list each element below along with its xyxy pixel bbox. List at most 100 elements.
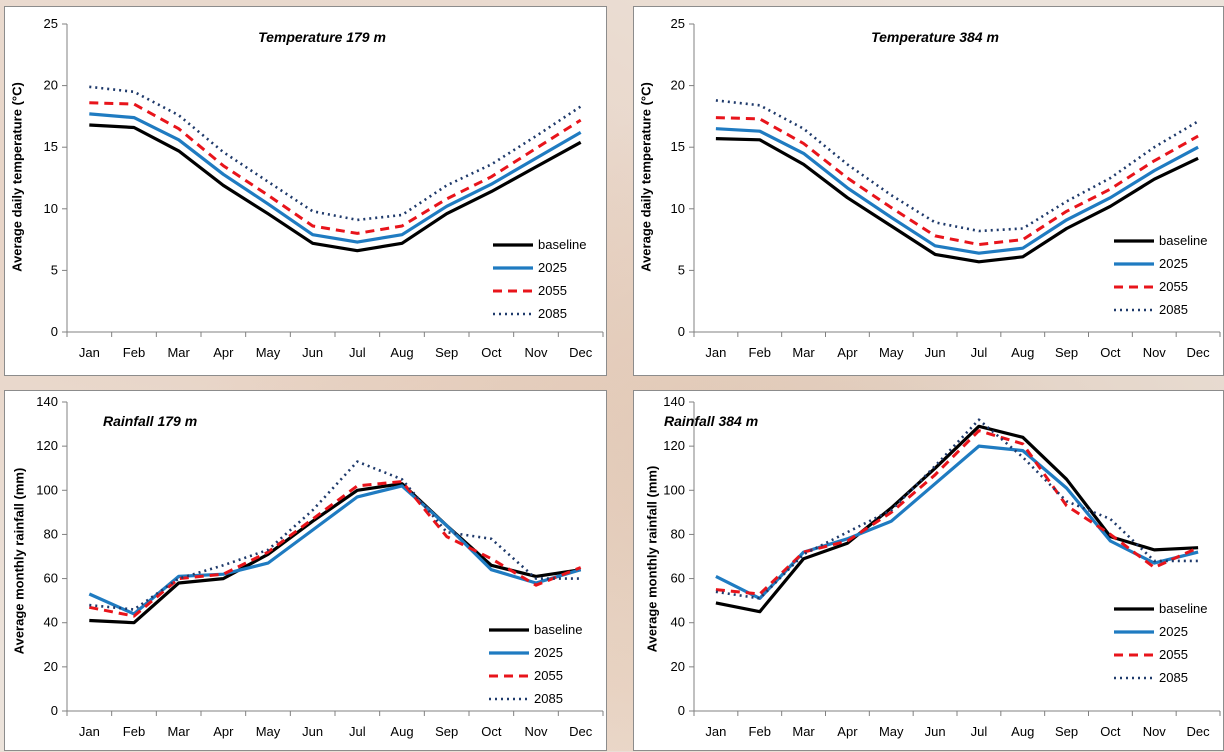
y-tick-label: 80 (671, 526, 685, 541)
x-tick-label: Apr (213, 724, 234, 739)
y-tick-label: 40 (44, 615, 58, 630)
x-tick-label: Dec (569, 724, 593, 739)
legend-label: 2025 (1159, 256, 1188, 271)
y-tick-label: 10 (44, 201, 58, 216)
series-line-2055 (89, 480, 582, 618)
x-tick-label: Nov (524, 345, 548, 360)
chart-plot: 0 20 40 60 80 100 120 140 Jan Feb Mar Apr May Jun Jul A… (663, 394, 1221, 739)
x-tick-label: Aug (1011, 345, 1034, 360)
series-line-baseline (715, 137, 1199, 264)
x-tick-label: Jul (971, 724, 988, 739)
legend-label: 2085 (1159, 670, 1188, 685)
legend-item-2085: 2085 (1112, 298, 1207, 321)
y-axis-label: Average monthly rainfall (mm) (644, 465, 660, 653)
legend-swatch (1114, 653, 1154, 656)
x-tick-label: Oct (481, 345, 502, 360)
x-tick-label: Feb (123, 345, 145, 360)
legend-label: 2055 (538, 283, 567, 298)
legend-label: 2025 (538, 260, 567, 275)
x-tick-label: Apr (213, 345, 234, 360)
x-tick-label: Apr (837, 724, 858, 739)
x-tick-label: Jan (79, 724, 100, 739)
y-axis-label: Average daily temperature (°C) (638, 82, 654, 272)
y-axis-label: Average daily temperature (°C) (9, 82, 25, 272)
y-tick-label: 0 (51, 324, 58, 339)
legend-label: 2085 (538, 306, 567, 321)
legend-swatch (1114, 308, 1154, 311)
chart-panel-rainfall-384m: 0 20 40 60 80 100 120 140 Jan Feb Mar Apr May Jun Jul A… (633, 390, 1224, 751)
legend-item-2055: 2055 (1112, 275, 1207, 298)
legend-label: 2085 (1159, 302, 1188, 317)
chart-panel-rainfall-179m: 0 20 40 60 80 100 120 140 Jan Feb Mar Apr May Jun Jul A… (4, 390, 607, 751)
legend-label: 2025 (1159, 624, 1188, 639)
chart-title: Rainfall 384 m (664, 413, 759, 429)
y-tick-label: 20 (44, 78, 58, 93)
y-tick-label: 40 (671, 615, 685, 630)
y-tick-label: 5 (51, 262, 58, 277)
y-tick-label: 20 (671, 659, 685, 674)
x-tick-label: Mar (167, 345, 190, 360)
series-line-2085 (89, 85, 582, 222)
chart-title: Temperature 179 m (258, 29, 386, 45)
legend-label: 2055 (1159, 647, 1188, 662)
x-tick-label: Jun (302, 345, 323, 360)
legend-label: 2055 (1159, 279, 1188, 294)
x-tick-label: May (256, 724, 281, 739)
legend-swatch (489, 674, 529, 677)
x-tick-label: Jan (705, 724, 726, 739)
y-tick-label: 120 (663, 438, 685, 453)
legend-swatch (1114, 676, 1154, 679)
series-line-2085 (89, 460, 581, 611)
x-tick-label: Jan (79, 345, 100, 360)
legend-swatch (1114, 606, 1154, 611)
chart-panel-temperature-179m: 0 5 10 15 20 25 Jan Feb Mar Apr May Jun Jul Aug Sep Oct… (4, 6, 607, 376)
legend-label: baseline (534, 622, 583, 637)
x-tick-label: Mar (792, 345, 815, 360)
series-line-baseline (89, 123, 582, 253)
chart-panel-temperature-384m: 0 5 10 15 20 25 Jan Feb Mar Apr May Jun Jul Aug Sep Oct… (633, 6, 1224, 376)
chart-title: Temperature 384 m (871, 29, 999, 45)
y-tick-label: 100 (36, 482, 58, 497)
legend-label: baseline (1159, 233, 1208, 248)
x-tick-label: Jul (349, 724, 366, 739)
y-tick-label: 0 (678, 324, 685, 339)
y-tick-label: 10 (671, 201, 685, 216)
legend-item-2025: 2025 (1112, 620, 1207, 643)
legend-swatch (493, 265, 533, 270)
x-tick-label: Sep (435, 724, 458, 739)
x-tick-label: Apr (837, 345, 858, 360)
y-tick-label: 120 (36, 438, 58, 453)
series-line-baseline (715, 424, 1199, 614)
x-tick-label: Sep (435, 345, 458, 360)
legend-item-2025: 2025 (1112, 252, 1207, 275)
x-tick-label: Dec (569, 345, 593, 360)
y-axis-label: Average monthly rainfall (mm) (11, 467, 27, 655)
legend-item-2055: 2055 (491, 279, 586, 302)
legend: baseline 2025 2055 2085 (1112, 229, 1207, 321)
legend-item-baseline: baseline (487, 618, 582, 641)
y-tick-label: 15 (44, 139, 58, 154)
x-tick-label: Feb (749, 724, 771, 739)
x-tick-label: Aug (1011, 724, 1034, 739)
x-tick-label: Mar (167, 724, 190, 739)
y-tick-label: 20 (44, 659, 58, 674)
x-tick-label: May (879, 345, 904, 360)
x-tick-label: Jul (971, 345, 988, 360)
legend-swatch (493, 242, 533, 247)
legend: baseline 2025 2055 2085 (487, 618, 582, 710)
series-line-2085 (715, 418, 1199, 600)
legend-item-2085: 2085 (487, 687, 582, 710)
x-tick-label: Nov (1143, 724, 1167, 739)
legend-label: 2085 (534, 691, 563, 706)
x-tick-label: Aug (390, 345, 413, 360)
legend-item-2085: 2085 (491, 302, 586, 325)
series-line-2085 (715, 99, 1199, 233)
series-line-2025 (715, 127, 1199, 255)
x-tick-label: May (879, 724, 904, 739)
y-tick-label: 60 (44, 571, 58, 586)
x-tick-label: Dec (1187, 724, 1211, 739)
x-tick-label: Dec (1187, 345, 1211, 360)
legend-swatch (1114, 261, 1154, 266)
legend-item-2025: 2025 (491, 256, 586, 279)
legend-label: baseline (538, 237, 587, 252)
